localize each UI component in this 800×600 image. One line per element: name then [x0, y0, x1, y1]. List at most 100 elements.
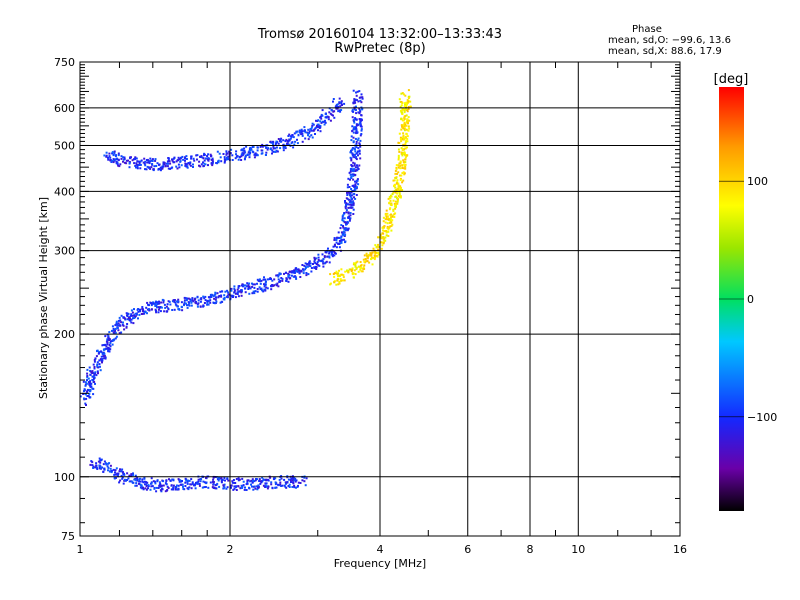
data-point: [219, 290, 222, 293]
data-point: [294, 267, 297, 270]
data-point: [363, 254, 366, 257]
data-point: [407, 108, 410, 110]
data-point: [294, 275, 297, 278]
data-point: [301, 134, 304, 137]
data-point: [361, 107, 364, 110]
data-point: [260, 481, 263, 484]
x-tick-label: 4: [377, 543, 384, 556]
data-point: [402, 123, 405, 126]
data-point: [245, 145, 248, 148]
data-point: [276, 274, 279, 277]
data-point: [201, 486, 204, 489]
data-point: [185, 163, 188, 166]
data-point: [102, 355, 105, 358]
data-point: [303, 126, 306, 129]
data-point: [299, 482, 302, 484]
data-point: [126, 479, 128, 481]
data-point: [231, 481, 234, 484]
data-point: [233, 289, 236, 292]
data-point: [407, 95, 410, 98]
data-point: [259, 482, 262, 485]
data-point: [214, 487, 217, 490]
data-point: [108, 350, 111, 353]
data-point: [359, 99, 362, 102]
data-point: [159, 484, 162, 487]
data-point: [409, 100, 412, 103]
data-point: [281, 278, 284, 280]
data-point: [335, 246, 338, 249]
data-point: [162, 165, 165, 168]
data-point: [253, 485, 256, 488]
data-point: [406, 138, 409, 140]
data-point: [109, 464, 112, 467]
data-point: [227, 293, 230, 296]
data-point: [173, 308, 176, 311]
data-point: [403, 129, 406, 132]
data-point: [88, 382, 91, 385]
data-point: [134, 312, 137, 315]
data-point: [300, 269, 303, 272]
data-point: [184, 156, 187, 159]
x-tick-label: 6: [464, 543, 471, 556]
data-point: [317, 129, 319, 132]
data-point: [143, 310, 146, 313]
data-point: [209, 296, 212, 299]
data-point: [399, 105, 402, 108]
data-point: [210, 158, 213, 161]
data-point: [352, 170, 355, 173]
data-point: [264, 289, 267, 292]
data-point: [346, 194, 349, 196]
data-point: [156, 306, 158, 309]
data-point: [351, 173, 354, 176]
data-point: [246, 480, 249, 482]
plot-frame: [79, 61, 681, 537]
data-point: [150, 481, 153, 484]
data-point: [292, 146, 295, 149]
data-point: [200, 298, 203, 301]
data-point: [93, 360, 96, 363]
data-point: [338, 274, 341, 277]
data-point: [340, 240, 343, 243]
data-point: [154, 159, 157, 162]
data-point: [186, 306, 189, 309]
data-point: [386, 215, 389, 218]
data-point: [123, 328, 126, 331]
data-point: [194, 487, 197, 490]
data-point: [144, 160, 147, 163]
data-point: [177, 156, 180, 159]
data-point: [252, 145, 255, 148]
data-point: [372, 256, 375, 259]
data-point: [143, 476, 146, 479]
data-point: [389, 216, 392, 219]
data-point: [338, 280, 341, 283]
data-point: [147, 484, 150, 487]
data-point: [158, 481, 161, 484]
data-point: [287, 275, 290, 278]
data-point: [162, 161, 165, 164]
data-point: [333, 239, 336, 241]
data-point: [125, 312, 128, 315]
data-point: [238, 285, 241, 287]
data-point: [308, 260, 311, 263]
data-point: [359, 145, 362, 148]
data-point: [211, 157, 214, 160]
data-point: [84, 384, 87, 387]
data-point: [220, 294, 223, 297]
data-point: [96, 370, 99, 373]
data-point: [84, 393, 87, 396]
data-point: [184, 159, 186, 162]
data-point: [114, 327, 117, 330]
data-point: [244, 154, 247, 157]
data-point: [270, 481, 273, 484]
data-point: [400, 186, 402, 189]
data-point: [159, 489, 162, 492]
data-point: [360, 270, 363, 273]
data-point: [377, 253, 380, 256]
data-point: [287, 478, 290, 481]
data-point: [359, 264, 362, 267]
data-point: [139, 167, 142, 170]
data-point: [249, 146, 252, 149]
data-point: [233, 487, 236, 490]
data-point: [274, 483, 277, 486]
